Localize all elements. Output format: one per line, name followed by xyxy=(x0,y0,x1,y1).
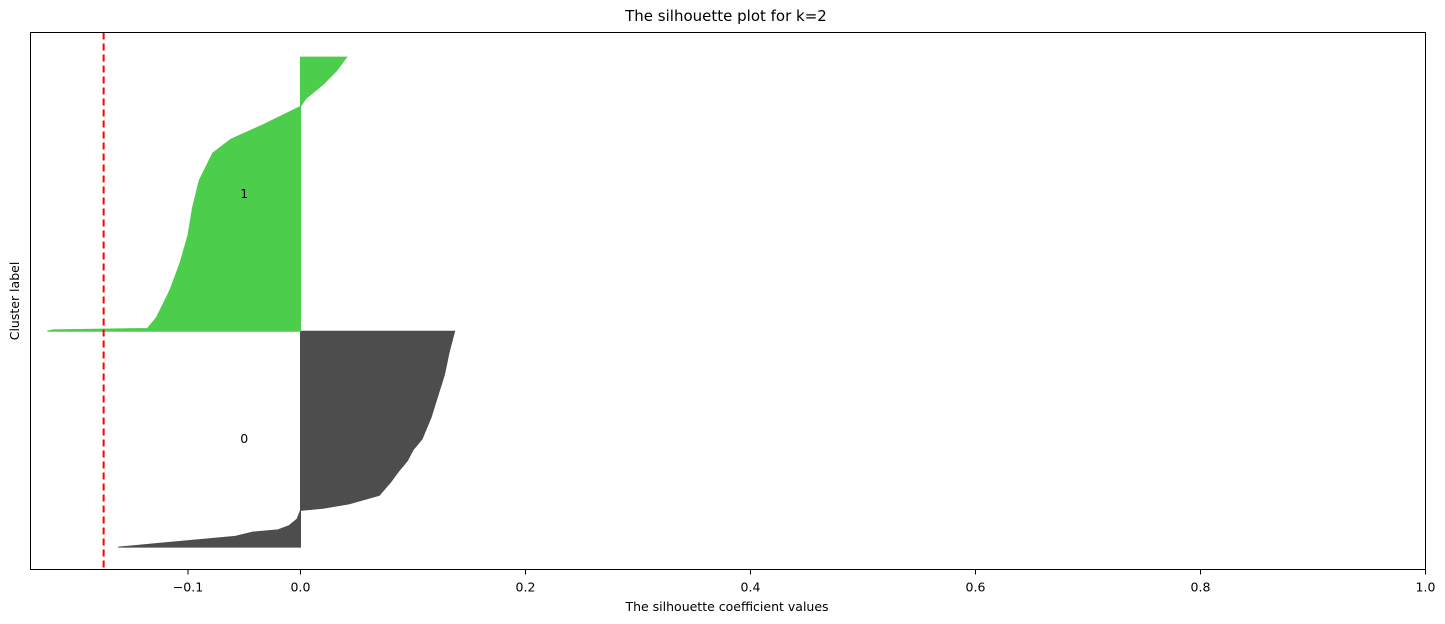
chart-title: The silhouette plot for k=2 xyxy=(624,7,827,25)
plot-area: 01 xyxy=(47,32,456,570)
cluster-1-label: 1 xyxy=(240,186,248,201)
x-tick-label: 0.4 xyxy=(741,580,761,595)
x-tick-label: 1.0 xyxy=(1416,580,1436,595)
cluster-0-label: 0 xyxy=(240,431,248,446)
cluster-0-silhouette xyxy=(118,330,456,548)
x-axis-ticks: −0.1 0.0 0.2 0.4 0.6 0.8 1.0 xyxy=(173,569,1436,595)
y-axis-label: Cluster label xyxy=(7,262,22,341)
x-tick-label: 0.6 xyxy=(966,580,986,595)
x-tick-label: 0.2 xyxy=(516,580,536,595)
x-tick-label: 0.8 xyxy=(1191,580,1211,595)
x-axis-label: The silhouette coefficient values xyxy=(624,599,828,614)
cluster-1-silhouette xyxy=(47,56,348,332)
x-tick-label: −0.1 xyxy=(173,580,203,595)
x-tick-label: 0.0 xyxy=(291,580,311,595)
axes-frame xyxy=(30,32,1426,570)
